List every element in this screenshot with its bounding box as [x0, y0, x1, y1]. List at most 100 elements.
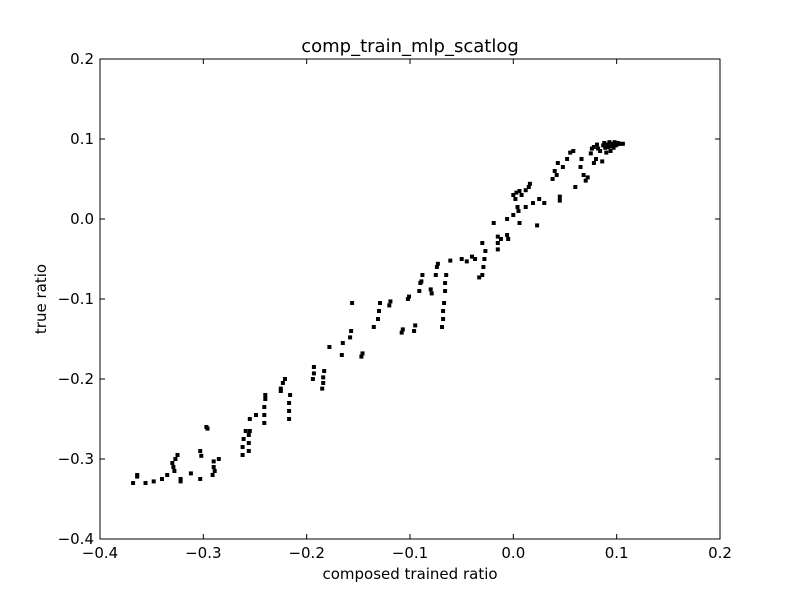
data-point — [443, 289, 448, 293]
data-point — [165, 473, 170, 477]
data-point — [387, 303, 392, 308]
data-point — [243, 429, 248, 433]
data-point — [172, 469, 177, 473]
data-point — [464, 259, 469, 264]
data-point — [560, 165, 565, 169]
data-point — [579, 157, 584, 161]
data-point — [419, 279, 424, 284]
y-tick-label: −0.1 — [58, 290, 94, 308]
data-point — [602, 141, 607, 145]
data-point — [173, 457, 178, 461]
data-point — [434, 265, 439, 269]
data-point — [188, 471, 193, 476]
data-point — [241, 437, 246, 441]
data-point — [440, 325, 444, 329]
data-point — [433, 273, 438, 277]
data-point — [612, 140, 617, 145]
data-point — [610, 141, 615, 146]
data-point — [585, 175, 590, 180]
data-point — [442, 301, 447, 305]
data-point — [441, 317, 446, 321]
data-point — [491, 221, 496, 225]
data-point — [376, 317, 380, 321]
data-point — [511, 193, 516, 197]
data-point — [514, 190, 519, 195]
data-point — [175, 453, 180, 457]
data-point — [603, 145, 608, 150]
data-point — [557, 194, 562, 199]
data-point — [135, 474, 140, 479]
x-tick-label: 0.1 — [605, 544, 629, 562]
data-point — [535, 223, 540, 228]
y-tick-label: −0.3 — [58, 450, 94, 468]
data-point — [151, 479, 156, 484]
data-point — [498, 237, 503, 241]
data-point — [573, 185, 578, 189]
data-point — [263, 393, 268, 397]
data-point — [199, 453, 204, 458]
data-point — [246, 433, 251, 437]
y-tick-label: −0.2 — [58, 370, 94, 388]
data-point — [459, 257, 464, 261]
data-point — [321, 381, 326, 385]
data-point — [565, 157, 570, 161]
data-point — [517, 221, 522, 225]
data-point — [246, 449, 251, 453]
data-point — [609, 144, 614, 149]
data-point — [550, 177, 555, 181]
data-point — [247, 417, 252, 421]
data-point — [210, 473, 215, 477]
data-point — [470, 254, 474, 259]
data-point — [198, 477, 203, 481]
data-point — [160, 477, 164, 481]
data-point — [240, 445, 245, 449]
data-point — [483, 249, 488, 253]
data-points — [131, 140, 625, 485]
data-point — [588, 151, 593, 156]
data-point — [311, 371, 316, 376]
data-point — [477, 275, 482, 280]
data-point — [371, 325, 376, 329]
data-point — [473, 257, 478, 261]
data-point — [620, 141, 625, 146]
data-point — [605, 142, 610, 147]
data-point — [448, 258, 453, 263]
data-point — [495, 241, 500, 245]
data-point — [420, 273, 425, 277]
data-point — [211, 465, 216, 469]
x-tick-label: −0.3 — [185, 544, 221, 562]
data-point — [413, 323, 418, 328]
data-point — [598, 149, 603, 153]
data-point — [178, 477, 183, 481]
data-point — [578, 165, 583, 169]
data-point — [444, 273, 449, 277]
data-point — [205, 426, 210, 431]
data-point — [505, 217, 510, 221]
data-point — [377, 309, 381, 313]
data-point — [262, 413, 267, 417]
axis-ticks: −0.4 −0.3 −0.2 −0.1 0.0 0.1 0.2 −0.4 −0.3 −0.2 −0.… — [58, 50, 732, 562]
data-point — [480, 241, 485, 245]
data-point — [594, 157, 598, 161]
data-point — [519, 193, 524, 197]
data-point — [348, 335, 353, 340]
data-point — [262, 421, 267, 425]
data-point — [604, 150, 609, 155]
data-point — [611, 145, 616, 150]
data-point — [601, 143, 606, 148]
data-point — [555, 161, 560, 165]
data-point — [246, 441, 251, 445]
data-point — [310, 377, 315, 381]
data-point — [278, 386, 283, 391]
data-point — [596, 146, 601, 151]
data-point — [407, 294, 411, 299]
data-point — [131, 481, 136, 485]
data-point — [506, 237, 511, 241]
data-point — [278, 389, 283, 393]
data-point — [350, 301, 355, 305]
data-point — [581, 173, 586, 177]
data-point — [557, 198, 562, 203]
data-point — [526, 185, 531, 189]
y-tick-label: 0.0 — [70, 210, 94, 228]
